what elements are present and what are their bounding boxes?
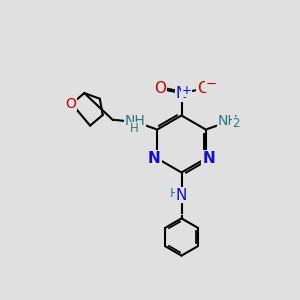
Text: O: O: [197, 81, 209, 96]
Text: N: N: [202, 151, 215, 166]
Text: H: H: [130, 122, 139, 135]
Text: +: +: [182, 84, 191, 97]
Text: H: H: [169, 187, 179, 200]
Text: −: −: [206, 78, 217, 92]
Text: 2: 2: [232, 117, 240, 130]
Text: NH: NH: [218, 114, 238, 128]
Text: O: O: [66, 97, 76, 111]
Text: N: N: [148, 151, 161, 166]
Text: O: O: [154, 81, 166, 96]
Text: NH: NH: [125, 114, 146, 128]
Text: N: N: [176, 86, 187, 101]
Text: N: N: [176, 188, 187, 202]
